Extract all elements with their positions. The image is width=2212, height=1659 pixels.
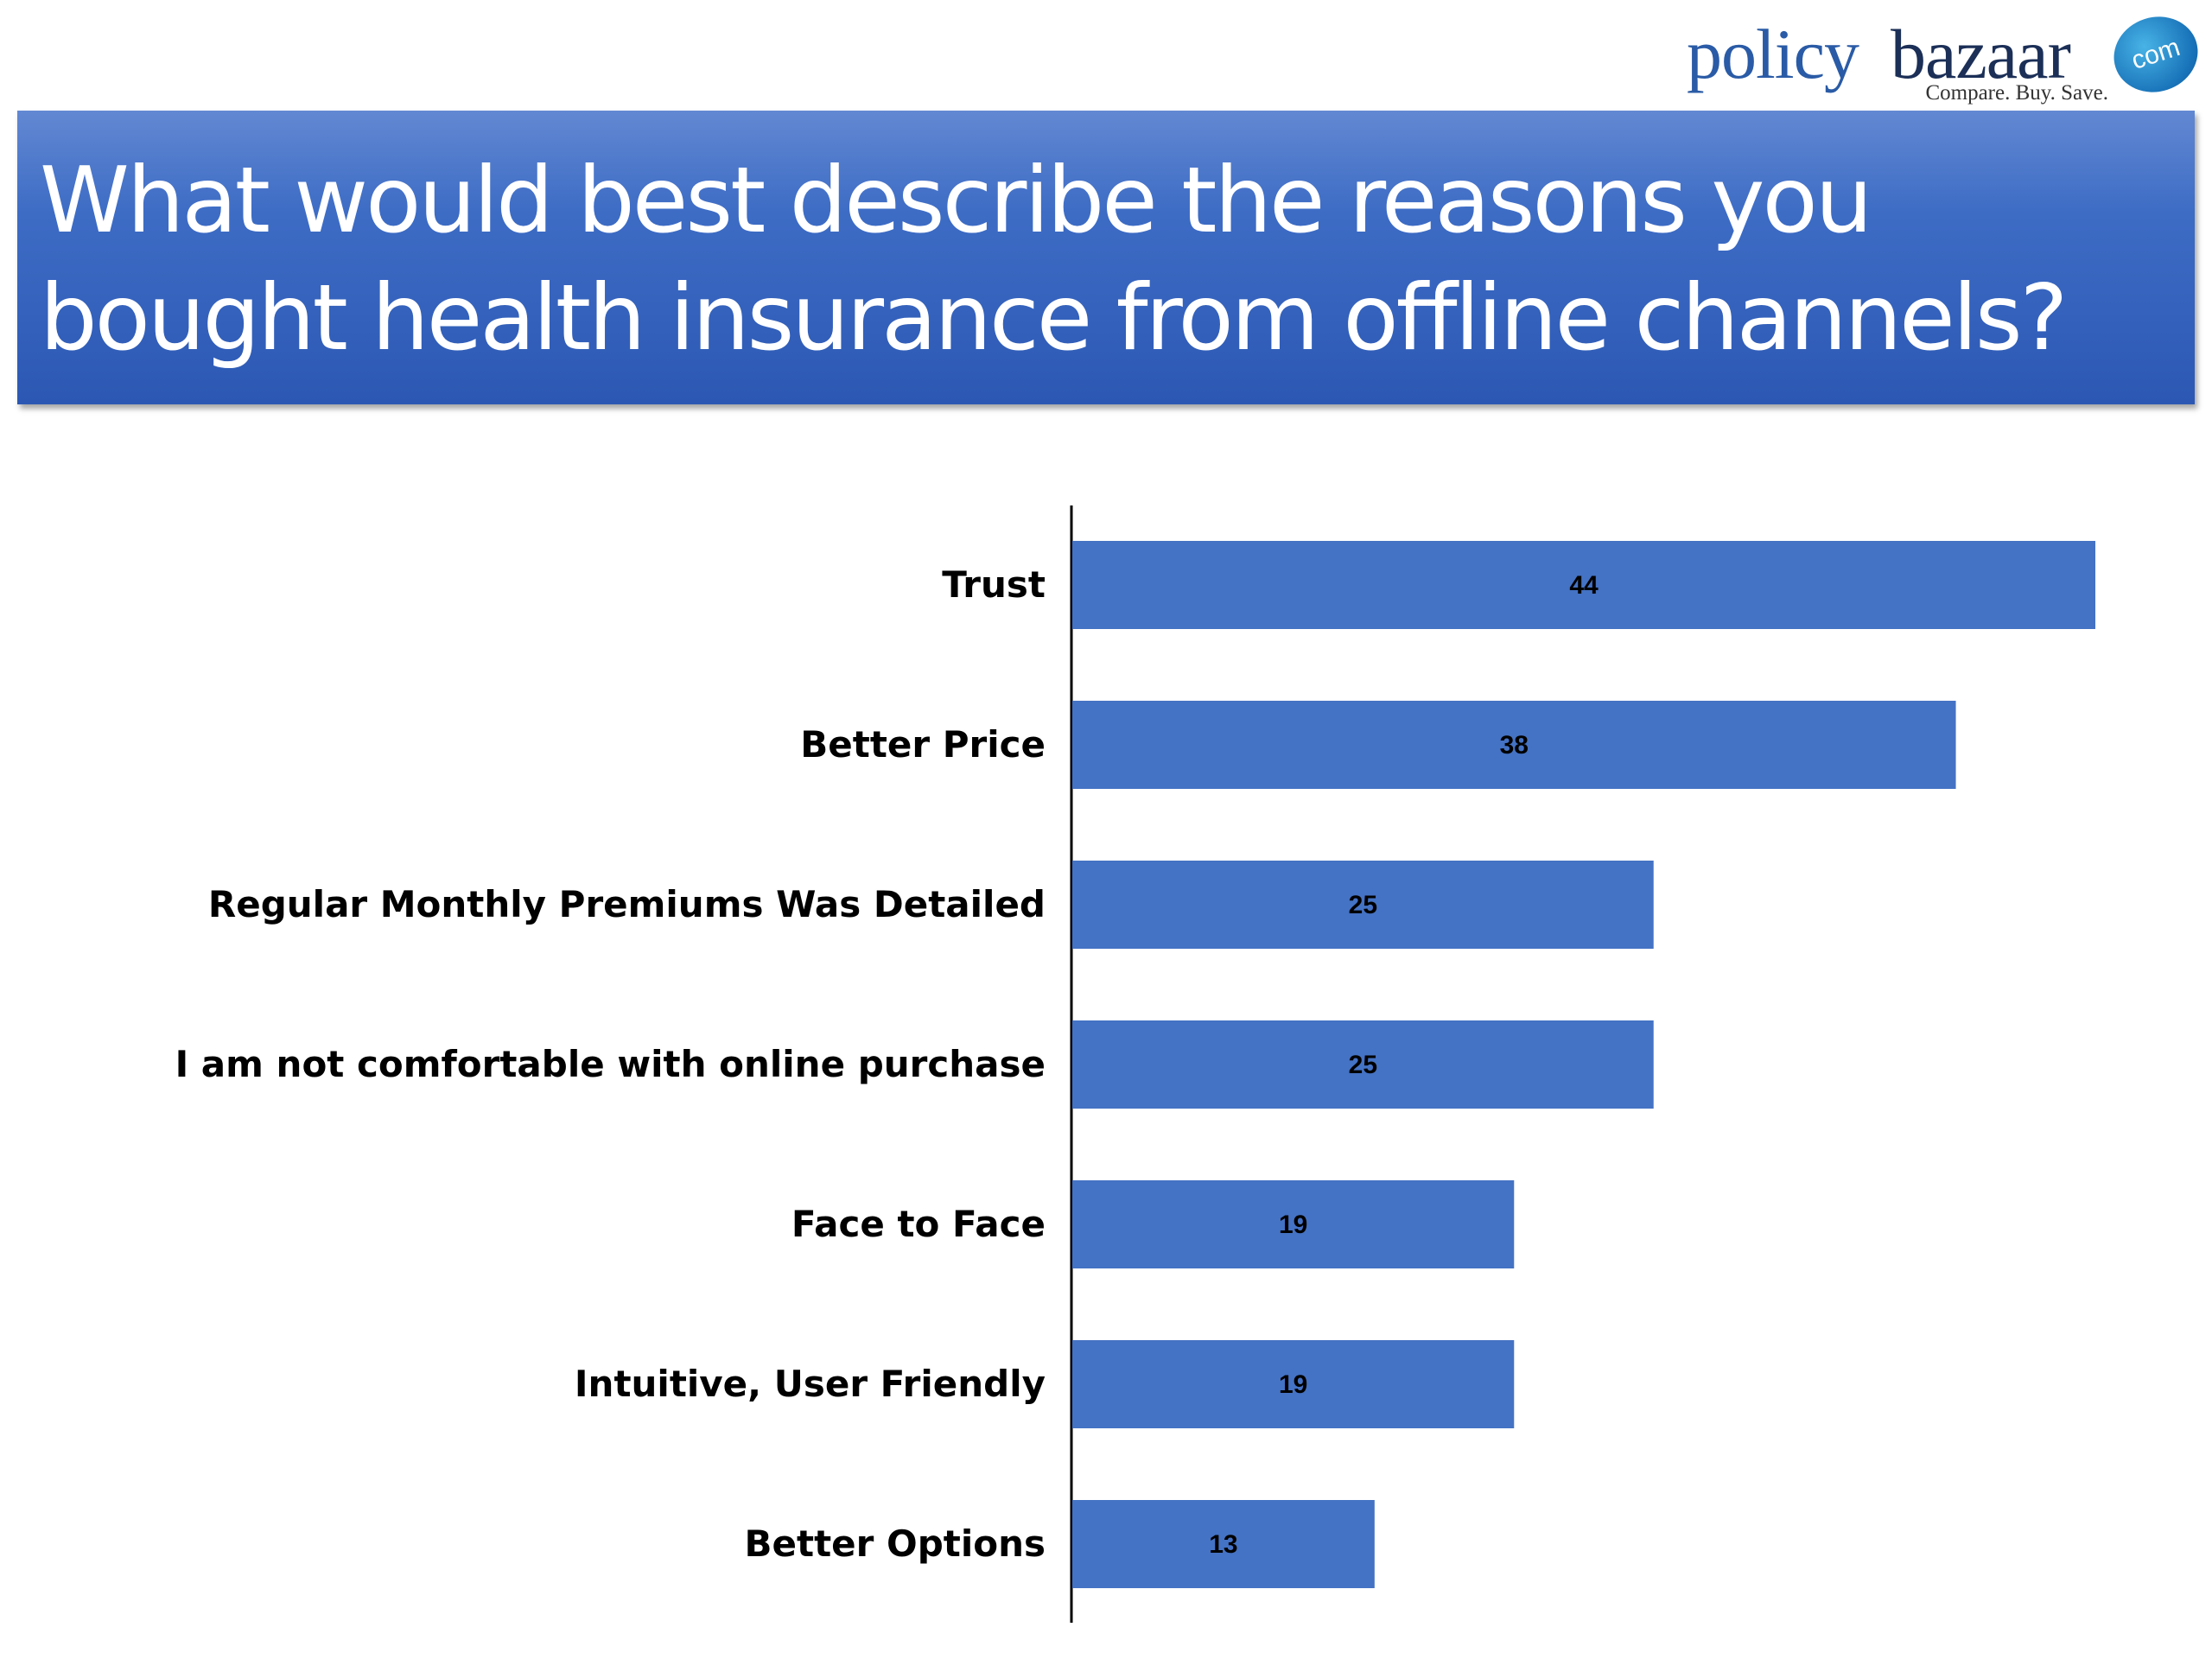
policybazaar-logo: policy bazaar com Compare. Buy. Save.	[1685, 5, 2208, 116]
logo-word-policy: policy	[1687, 15, 1859, 93]
bar	[1072, 1340, 1515, 1428]
category-label: Face to Face	[791, 1203, 1046, 1245]
bar	[1072, 861, 1654, 949]
logo-word-bazaar: bazaar	[1891, 15, 2071, 93]
category-label: Intuitive, User Friendly	[575, 1363, 1046, 1405]
data-label: 38	[1500, 731, 1529, 760]
title-banner: What would best describe the reasons you…	[17, 111, 2195, 404]
bar	[1072, 1500, 1375, 1588]
bar	[1072, 1020, 1654, 1109]
category-label: I am not comfortable with online purchas…	[175, 1043, 1046, 1085]
logo-tagline: Compare. Buy. Save.	[1925, 81, 2108, 105]
data-label: 44	[1569, 571, 1599, 600]
data-label: 19	[1279, 1370, 1307, 1399]
data-label: 25	[1349, 1051, 1377, 1079]
category-label: Regular Monthly Premiums Was Detailed	[208, 883, 1046, 925]
category-label: Trust	[942, 563, 1046, 606]
bar	[1072, 701, 1956, 789]
data-label: 19	[1279, 1211, 1307, 1239]
data-label: 13	[1209, 1530, 1237, 1559]
data-label: 25	[1349, 891, 1377, 919]
bar	[1072, 1180, 1515, 1268]
page-title: What would best describe the reasons you…	[40, 148, 2068, 371]
bar	[1072, 541, 2095, 629]
category-label: Better Options	[745, 1522, 1046, 1565]
category-label: Better Price	[800, 723, 1046, 766]
